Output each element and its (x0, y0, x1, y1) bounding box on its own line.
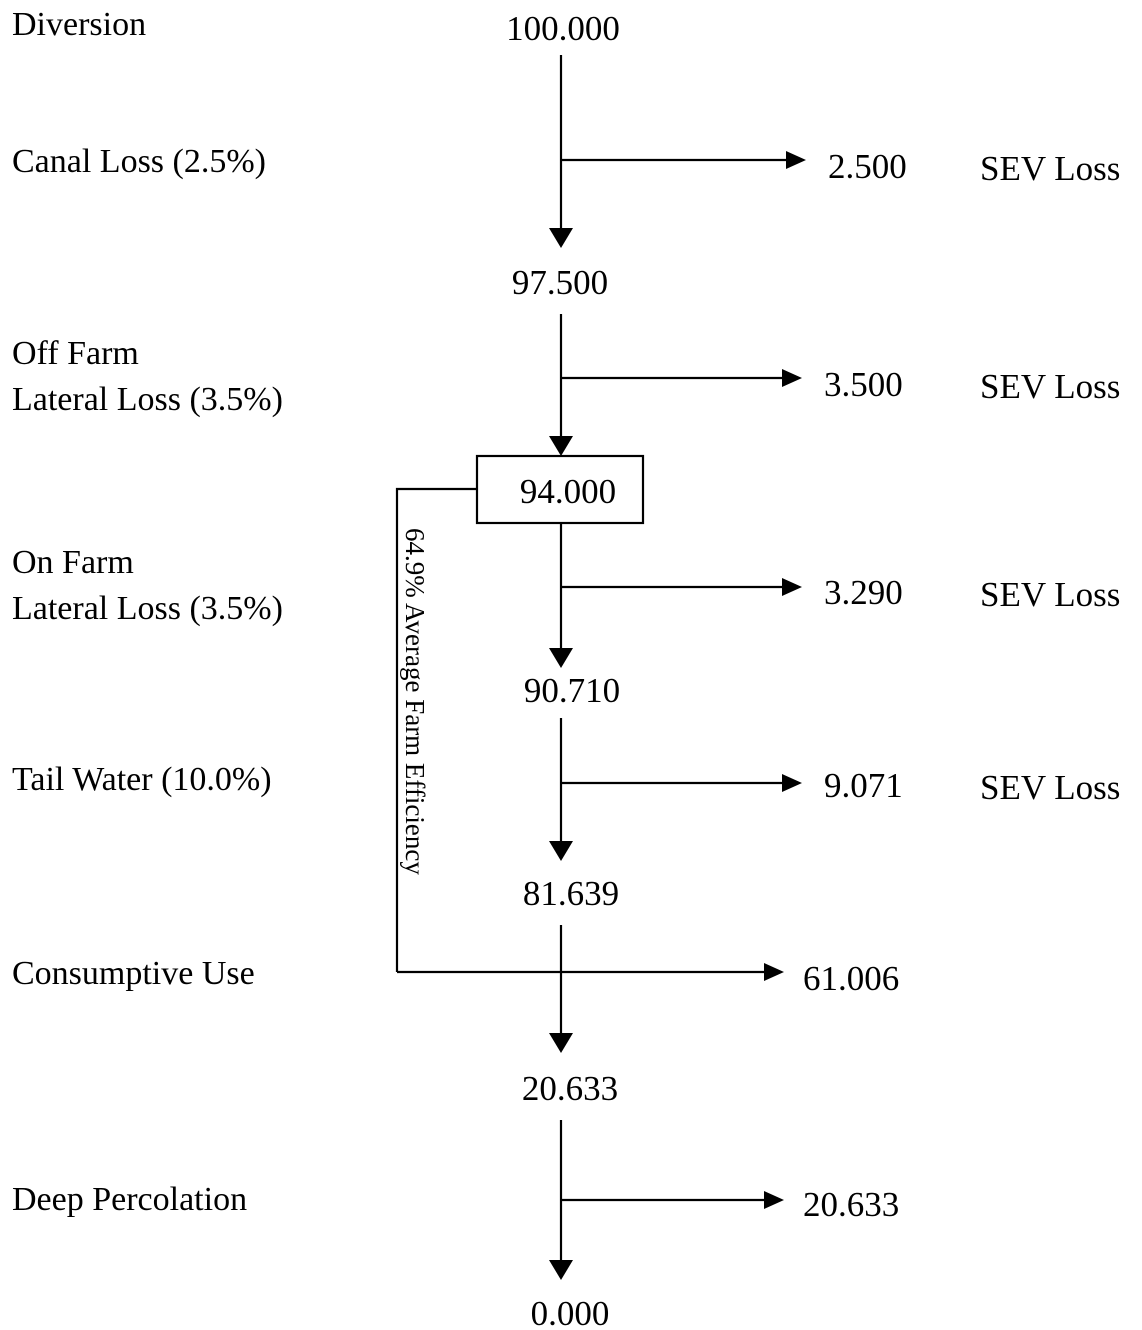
label-canal-loss: Canal Loss (2.5%) (12, 143, 266, 180)
value-final: 0.000 (531, 1294, 610, 1330)
loss-value-off-farm: 3.500 (824, 365, 903, 404)
loss-arrowhead-tail-water (782, 774, 802, 792)
label-tail-water: Tail Water (10.0%) (12, 761, 272, 798)
loss-value-tail-water: 9.071 (824, 766, 903, 805)
loss-value-on-farm: 3.290 (824, 573, 903, 612)
loss-value-consumptive: 61.006 (803, 959, 899, 998)
loss-arrowhead-deep-percolation (764, 1191, 784, 1209)
loss-type-tail-water: SEV Loss (980, 768, 1120, 807)
label-on-farm-line2: Lateral Loss (3.5%) (12, 590, 283, 627)
loss-arrowhead-canal (786, 151, 806, 169)
label-consumptive-use: Consumptive Use (12, 955, 255, 992)
value-after-canal: 97.500 (512, 263, 608, 302)
flow-arrowhead-6 (549, 1260, 573, 1280)
flow-arrowhead-3 (549, 648, 573, 668)
loss-arrowhead-off-farm (782, 369, 802, 387)
label-diversion: Diversion (12, 6, 146, 43)
farm-delivery-box (475, 454, 645, 525)
value-diversion: 100.000 (506, 9, 620, 48)
loss-value-canal: 2.500 (828, 147, 907, 186)
efficiency-bracket (395, 487, 477, 972)
flow-arrowhead-5 (549, 1033, 573, 1053)
efficiency-note: 64.9% Average Farm Efficiency (400, 528, 430, 875)
label-off-farm-line1: Off Farm (12, 335, 139, 372)
value-farm-delivery: 94.000 (520, 472, 616, 511)
loss-arrowhead-on-farm (782, 578, 802, 596)
loss-arrowhead-consumptive (764, 963, 784, 981)
flow-arrowhead-4 (549, 841, 573, 861)
value-after-tail-water: 81.639 (523, 874, 619, 913)
value-after-on-farm: 90.710 (524, 671, 620, 710)
loss-type-off-farm: SEV Loss (980, 367, 1120, 406)
flow-arrowhead-2 (549, 436, 573, 456)
loss-value-deep-percolation: 20.633 (803, 1185, 899, 1224)
flow-arrowhead-1 (549, 228, 573, 248)
label-on-farm-line1: On Farm (12, 544, 134, 581)
label-deep-percolation: Deep Percolation (12, 1181, 247, 1218)
label-off-farm-line2: Lateral Loss (3.5%) (12, 381, 283, 418)
loss-type-canal: SEV Loss (980, 149, 1120, 188)
value-after-consumptive: 20.633 (522, 1069, 618, 1108)
loss-type-on-farm: SEV Loss (980, 575, 1120, 614)
